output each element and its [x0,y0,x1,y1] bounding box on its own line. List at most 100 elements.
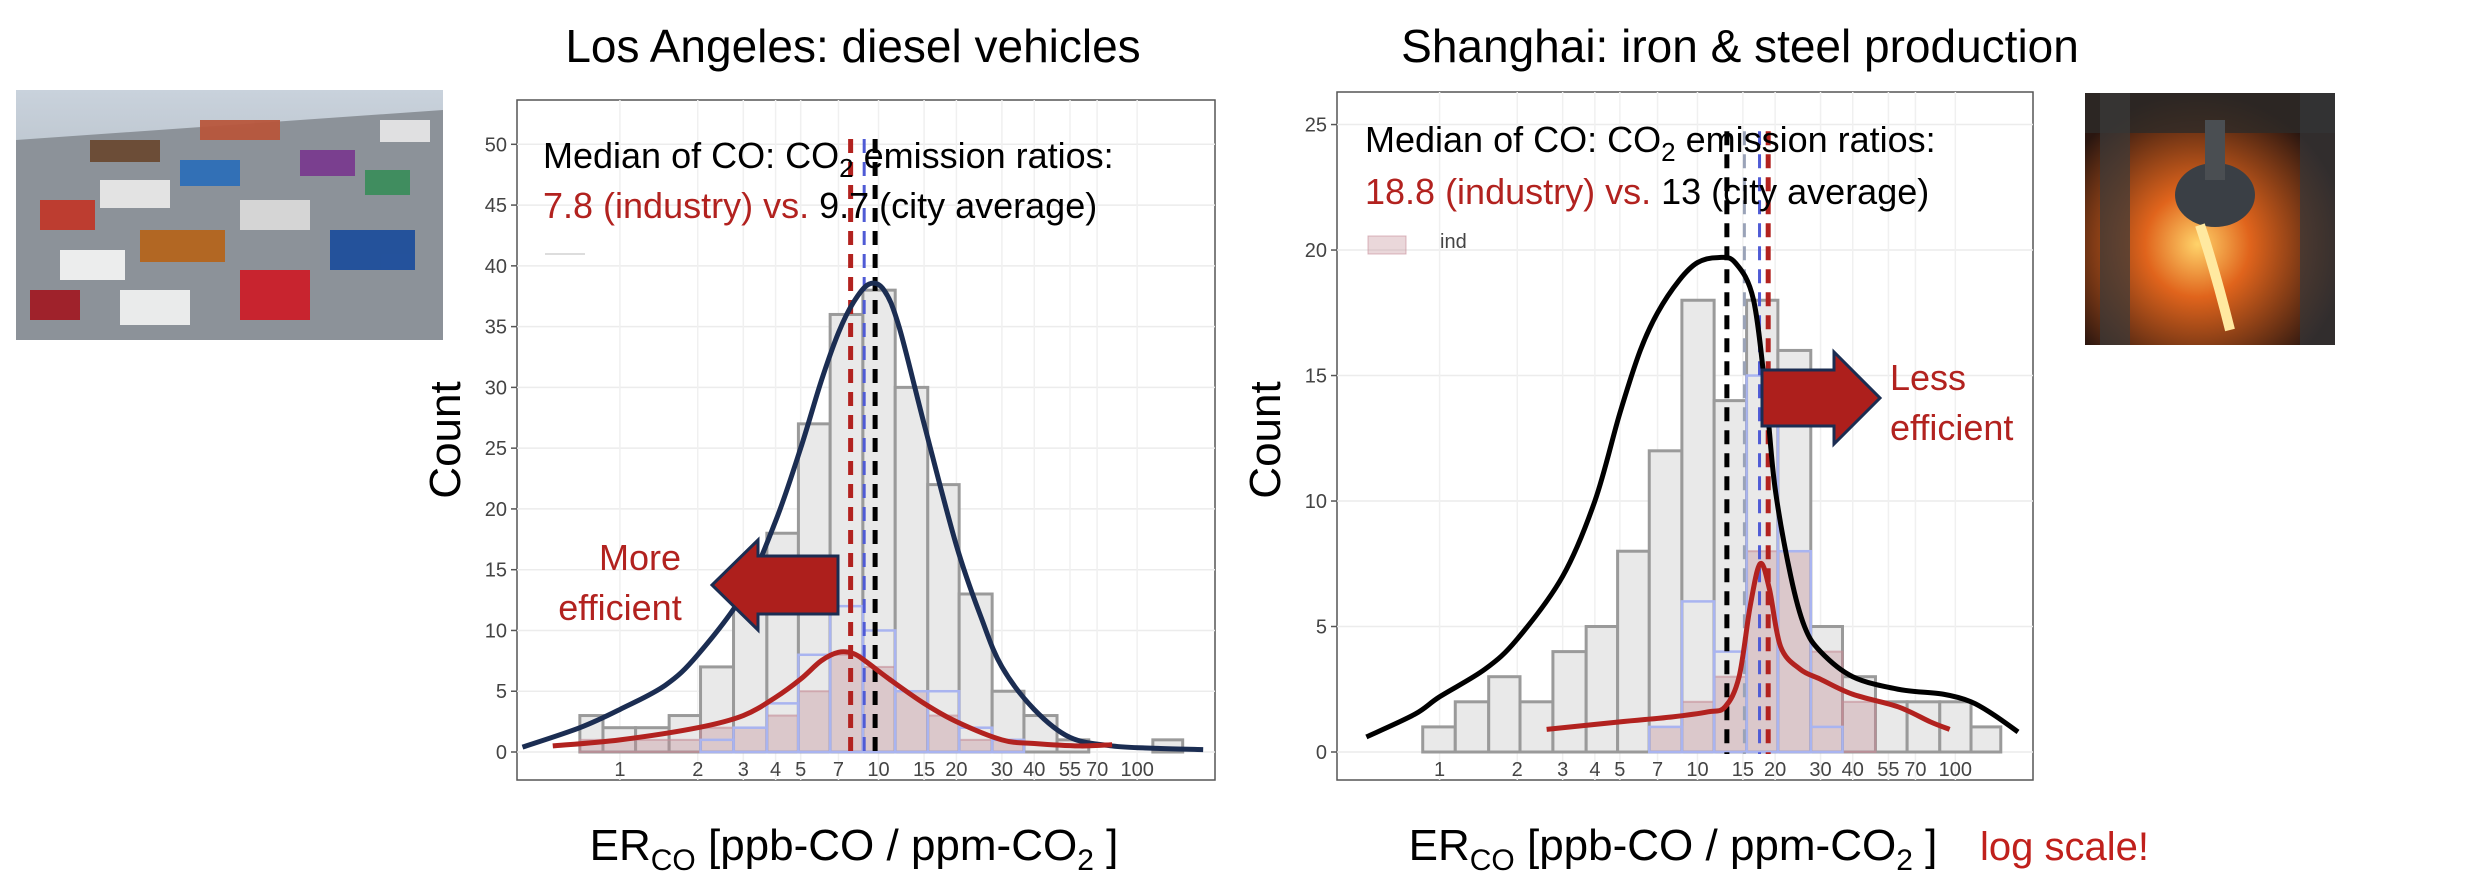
y-tick-label: 50 [485,134,507,156]
histogram-bar-city [1969,725,2003,754]
histogram-bar-industry [1713,675,1748,753]
y-tick-label: 10 [485,620,507,642]
x-tick-label: 20 [945,759,967,781]
y-tick-label: 5 [1316,617,1327,639]
histogram-bar-city [1453,700,1491,754]
x-axis-label: ERCO [ppb-CO / ppm-CO2 ] [590,821,1119,877]
x-tick-label: 2 [1512,759,1523,781]
x-tick-label: 20 [1764,759,1786,781]
annotation-sub: 2 [839,153,853,183]
x-tick-label: 4 [770,759,781,781]
y-axis-label: Count [1241,381,1290,498]
histogram-bar-industry [829,653,864,753]
arrow-left-icon [709,536,840,634]
x-label-rest: [ppb-CO / ppm-CO [1515,821,1896,870]
x-label-main: ER [590,821,651,870]
histogram-bar-city [1551,650,1588,754]
x-tick-label: 4 [1589,759,1600,781]
density-curve [1365,254,2020,740]
log-scale-note: log scale! [1980,825,2149,869]
annotation-sub: 2 [1661,137,1675,167]
histogram-bar-industry [797,690,832,754]
annotation-line-2: 18.8 (industry) vs. 13 (city average) [1365,171,1929,212]
annotation-line-1: Median of CO: CO2 emission ratios: [1365,119,1936,167]
x-tick-label: 10 [1686,759,1708,781]
y-tick-label: 45 [485,195,507,217]
histogram-bar-industry [1648,725,1683,754]
chart-title: Los Angeles: diesel vehicles [565,20,1140,72]
legend-label: ind [1440,231,1467,253]
histogram-bar-city [1905,700,1942,754]
y-tick-label: 0 [496,742,507,764]
histogram-bar-city [1487,675,1522,754]
chart-title: Shanghai: iron & steel production [1401,20,2079,72]
x-tick-label: 30 [1809,759,1831,781]
annotation-line-2: 7.8 (industry) vs. 9.7 (city average) [543,185,1097,226]
photo-steel-mill [2085,93,2335,345]
y-tick-label: 40 [485,256,507,278]
histogram-bar-subset [1809,725,1844,754]
x-label-sub2: 2 [1896,844,1913,877]
x-tick-label: 7 [1652,759,1663,781]
x-tick-label: 40 [1023,759,1045,781]
density-curve [552,649,1113,749]
x-tick-label: 10 [867,759,889,781]
density-curve [521,280,1204,753]
x-tick-label: 2 [692,759,703,781]
industry-median: 7.8 (industry) vs. [543,185,809,226]
histogram-bar-industry [1745,550,1779,754]
histogram-bar-industry [1841,700,1877,753]
photo-trucks [16,90,443,340]
y-tick-label: 20 [485,499,507,521]
x-label-rest: [ppb-CO / ppm-CO [696,821,1077,870]
annotation-text: Median of CO: CO [543,135,839,176]
y-tick-label: 15 [1305,366,1327,388]
x-tick-label: 70 [1904,759,1926,781]
x-tick-label: 30 [991,759,1013,781]
histogram-bar-city [1712,399,1749,754]
y-tick-label: 30 [485,377,507,399]
annotation-text: emission ratios: [854,135,1114,176]
x-tick-label: 55 [1059,759,1081,781]
y-axis-label: Count [421,381,470,498]
x-tick-label: 70 [1086,759,1108,781]
x-label-main: ER [1409,821,1470,870]
y-tick-label: 15 [485,560,507,582]
city-median: 13 (city average) [1651,171,1929,212]
histogram-bar-city [1680,298,1716,754]
x-label-end: ] [1094,821,1118,870]
x-axis-label: ERCO [ppb-CO / ppm-CO2 ] [1409,821,1938,877]
histogram-bar-city [1421,725,1457,754]
y-tick-label: 5 [496,681,507,703]
arrow-right-icon [1760,348,1883,448]
histogram-bar-subset [1776,549,1813,754]
x-tick-label: 100 [1120,759,1153,781]
y-tick-label: 25 [485,438,507,460]
x-tick-label: 3 [738,759,749,781]
arrow-label: More [599,537,681,578]
x-tick-label: 1 [614,759,625,781]
x-tick-label: 3 [1557,759,1568,781]
x-tick-label: 5 [795,759,806,781]
city-median: 9.7 (city average) [809,185,1097,226]
x-tick-label: 40 [1842,759,1864,781]
y-tick-label: 35 [485,317,507,339]
x-label-sub2: 2 [1077,844,1094,877]
arrow-label: efficient [558,587,681,628]
x-tick-label: 1 [1434,759,1445,781]
x-label-end: ] [1913,821,1937,870]
y-tick-label: 10 [1305,491,1327,513]
x-tick-label: 55 [1877,759,1899,781]
legend-swatch [1367,235,1407,255]
histogram-bar-industry [765,714,800,753]
histogram-bar-city [1647,449,1684,754]
x-tick-label: 7 [833,759,844,781]
annotation-text: Median of CO: CO [1365,119,1661,160]
annotation-line-1: Median of CO: CO2 emission ratios: [543,135,1114,183]
industry-median: 18.8 (industry) vs. [1365,171,1651,212]
y-tick-label: 20 [1305,240,1327,262]
arrow-label: efficient [1890,407,2013,448]
x-tick-label: 5 [1614,759,1625,781]
